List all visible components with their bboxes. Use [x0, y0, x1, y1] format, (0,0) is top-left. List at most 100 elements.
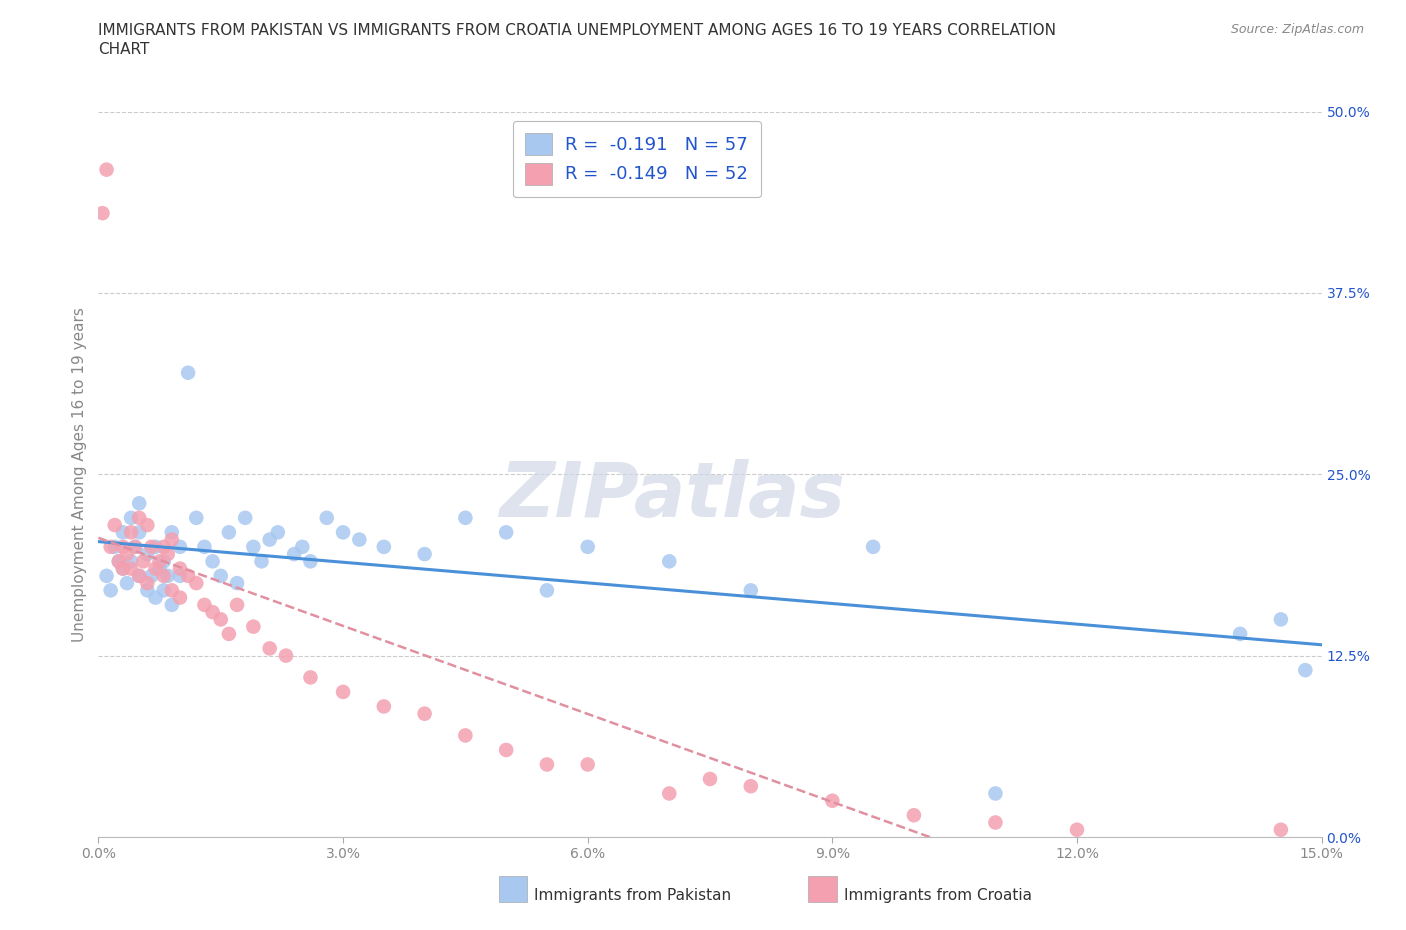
Point [136, 518, 159, 533]
Point [536, 757, 558, 772]
Text: CHART: CHART [98, 42, 150, 57]
Point [128, 568, 150, 583]
Point [115, 576, 138, 591]
Point [160, 583, 183, 598]
Point [315, 511, 337, 525]
Point [1229, 627, 1251, 642]
Point [862, 539, 884, 554]
Point [128, 496, 150, 511]
Point [1270, 612, 1292, 627]
Point [259, 532, 281, 547]
Point [96, 568, 118, 583]
Point [226, 597, 249, 612]
Text: Source: ZipAtlas.com: Source: ZipAtlas.com [1230, 23, 1364, 36]
Point [111, 561, 134, 576]
Point [169, 539, 191, 554]
Point [124, 539, 146, 554]
Bar [808, 876, 837, 902]
Point [91, 206, 114, 220]
Point [152, 554, 174, 569]
Point [821, 793, 844, 808]
Point [111, 525, 134, 539]
Point [658, 786, 681, 801]
Point [136, 583, 159, 598]
Point [128, 511, 150, 525]
Point [169, 591, 191, 605]
Point [186, 576, 208, 591]
Point [283, 547, 305, 562]
Point [242, 539, 264, 554]
Point [145, 591, 167, 605]
Point [413, 706, 436, 721]
Point [413, 547, 436, 562]
Point [576, 757, 599, 772]
Point [100, 539, 122, 554]
Point [495, 525, 517, 539]
Point [454, 511, 477, 525]
Point [120, 554, 142, 569]
Point [218, 525, 240, 539]
Point [120, 561, 142, 576]
Point [299, 554, 322, 569]
Point [903, 808, 925, 823]
Point [169, 561, 191, 576]
Point [186, 511, 208, 525]
Point [156, 568, 179, 583]
Point [115, 547, 138, 562]
Point [209, 568, 232, 583]
Point [169, 568, 191, 583]
Point [108, 554, 131, 569]
Point [201, 604, 224, 619]
Point [149, 561, 172, 576]
Point [104, 539, 127, 554]
Point [128, 525, 150, 539]
Point [536, 583, 558, 598]
Point [495, 742, 517, 757]
Point [209, 612, 232, 627]
Point [111, 539, 134, 554]
Point [108, 554, 131, 569]
Point [160, 525, 183, 539]
Point [1294, 663, 1316, 678]
Point [226, 576, 249, 591]
Point [193, 539, 215, 554]
Point [984, 786, 1007, 801]
Text: ZIPatlas: ZIPatlas [501, 459, 846, 533]
Point [274, 648, 297, 663]
Point [160, 597, 183, 612]
Point [332, 684, 354, 699]
Point [259, 641, 281, 656]
Point [136, 576, 159, 591]
Text: IMMIGRANTS FROM PAKISTAN VS IMMIGRANTS FROM CROATIA UNEMPLOYMENT AMONG AGES 16 T: IMMIGRANTS FROM PAKISTAN VS IMMIGRANTS F… [98, 23, 1056, 38]
Point [332, 525, 354, 539]
Point [128, 568, 150, 583]
Point [149, 554, 172, 569]
Bar [499, 876, 527, 902]
Point [267, 525, 290, 539]
Point [152, 568, 174, 583]
Point [104, 518, 127, 533]
Point [233, 511, 256, 525]
Point [177, 365, 200, 380]
Point [124, 539, 146, 554]
Point [120, 525, 142, 539]
Point [740, 583, 762, 598]
Y-axis label: Unemployment Among Ages 16 to 19 years: Unemployment Among Ages 16 to 19 years [72, 307, 87, 642]
Point [201, 554, 224, 569]
Point [156, 547, 179, 562]
Point [242, 619, 264, 634]
Text: Immigrants from Pakistan: Immigrants from Pakistan [534, 888, 731, 903]
Point [1270, 822, 1292, 837]
Point [111, 561, 134, 576]
Point [152, 583, 174, 598]
Point [136, 547, 159, 562]
Point [132, 554, 155, 569]
Point [373, 539, 395, 554]
Point [658, 554, 681, 569]
Legend: R =  -0.191   N = 57, R =  -0.149   N = 52: R = -0.191 N = 57, R = -0.149 N = 52 [513, 121, 761, 197]
Point [218, 627, 240, 642]
Text: Immigrants from Croatia: Immigrants from Croatia [844, 888, 1032, 903]
Point [576, 539, 599, 554]
Point [984, 815, 1007, 830]
Point [145, 561, 167, 576]
